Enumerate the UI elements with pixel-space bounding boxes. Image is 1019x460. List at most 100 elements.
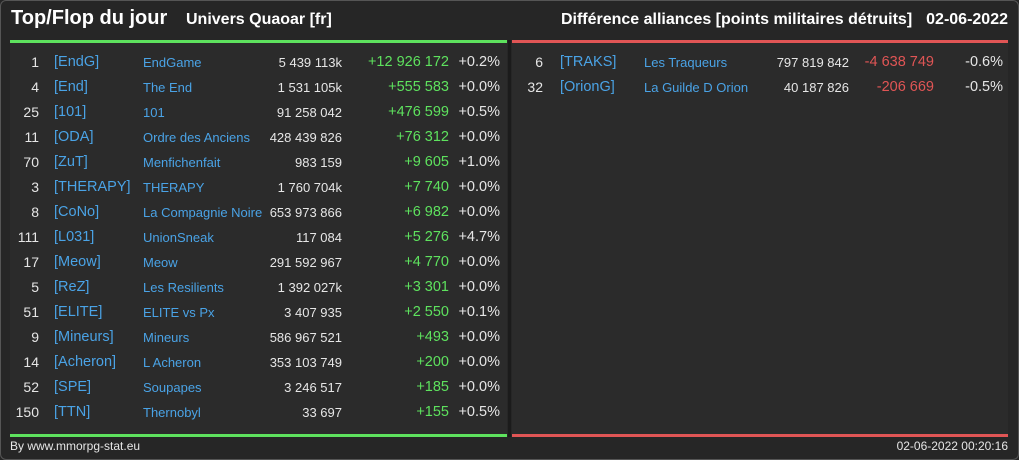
alliance-tag-link[interactable]: [Meow] bbox=[54, 254, 101, 270]
alliance-row: 150 [TTN] Thernobyl 33 697 +155 +0.5% bbox=[10, 400, 507, 425]
alliance-tag-link[interactable]: [SPE] bbox=[54, 379, 92, 395]
universe-label: Univers Quaoar [fr] bbox=[186, 11, 332, 28]
category-label: Différence alliances [points militaires … bbox=[560, 11, 913, 28]
alliance-points: 33 697 bbox=[302, 405, 342, 420]
alliance-rank: 150 bbox=[15, 404, 39, 420]
alliance-row: 17 [Meow] Meow 291 592 967 +4 770 +0.0% bbox=[10, 250, 507, 275]
alliance-name-link[interactable]: La Compagnie Noire bbox=[143, 205, 263, 220]
alliance-rank: 32 bbox=[527, 79, 543, 95]
alliance-rank: 52 bbox=[23, 379, 39, 395]
points-difference: +5 276 bbox=[404, 229, 449, 245]
alliance-name-link[interactable]: EndGame bbox=[143, 55, 202, 70]
alliance-tag-link[interactable]: [TTN] bbox=[54, 404, 91, 420]
alliance-name-link[interactable]: Menfichenfait bbox=[143, 155, 221, 170]
points-difference: +476 599 bbox=[388, 104, 449, 120]
alliance-tag-link[interactable]: [ZuT] bbox=[54, 154, 88, 170]
percent-change: +1.0% bbox=[458, 154, 500, 170]
alliance-points: 983 159 bbox=[295, 155, 342, 170]
alliance-name-link[interactable]: Les Resilients bbox=[143, 280, 224, 295]
alliance-rank: 11 bbox=[24, 129, 39, 145]
alliance-tag-link[interactable]: [CoNo] bbox=[54, 204, 100, 220]
percent-change: +0.5% bbox=[458, 104, 500, 120]
alliance-points: 3 246 517 bbox=[284, 380, 342, 395]
alliance-points: 117 084 bbox=[295, 230, 342, 245]
alliance-name-link[interactable]: UnionSneak bbox=[143, 230, 214, 245]
alliance-rank: 51 bbox=[23, 304, 39, 320]
update-timestamp: 02-06-2022 00:20:16 bbox=[896, 439, 1008, 453]
flop-list: 6 [TRAKS] Les Traqueurs 797 819 842 -4 6… bbox=[512, 50, 1008, 100]
alliance-name-link[interactable]: Soupapes bbox=[143, 380, 202, 395]
points-difference: +6 982 bbox=[404, 204, 449, 220]
alliance-points: 428 439 826 bbox=[269, 130, 342, 145]
points-difference: -206 669 bbox=[876, 79, 934, 95]
alliance-rank: 8 bbox=[31, 204, 39, 220]
percent-change: +0.0% bbox=[458, 329, 500, 345]
alliance-tag-link[interactable]: [THERAPY] bbox=[54, 179, 131, 195]
alliance-rank: 1 bbox=[31, 54, 39, 70]
points-difference: +493 bbox=[416, 329, 449, 345]
alliance-tag-link[interactable]: [ODA] bbox=[54, 129, 94, 145]
alliance-points: 1 531 105k bbox=[277, 80, 342, 95]
alliance-tag-link[interactable]: [Acheron] bbox=[54, 354, 117, 370]
alliance-name-link[interactable]: Meow bbox=[143, 255, 178, 270]
page-title: Top/Flop du jour bbox=[11, 7, 168, 29]
alliance-tag-link[interactable]: [101] bbox=[54, 104, 87, 120]
alliance-tag-link[interactable]: [L031] bbox=[54, 229, 95, 245]
points-difference: +3 301 bbox=[404, 279, 449, 295]
points-difference: +76 312 bbox=[396, 129, 449, 145]
points-difference: +185 bbox=[416, 379, 449, 395]
alliance-row: 5 [ReZ] Les Resilients 1 392 027k +3 301… bbox=[10, 275, 507, 300]
alliance-row: 32 [OrionG] La Guilde D Orion 40 187 826… bbox=[512, 75, 1008, 100]
percent-change: -0.5% bbox=[965, 79, 1003, 95]
percent-change: +0.2% bbox=[458, 54, 500, 70]
alliance-row: 1 [EndG] EndGame 5 439 113k +12 926 172 … bbox=[10, 50, 507, 75]
alliance-tag-link[interactable]: [End] bbox=[54, 79, 88, 95]
alliance-rank: 3 bbox=[31, 179, 39, 195]
alliance-tag-link[interactable]: [TRAKS] bbox=[560, 54, 617, 70]
alliance-row: 11 [ODA] Ordre des Anciens 428 439 826 +… bbox=[10, 125, 507, 150]
alliance-rank: 6 bbox=[535, 54, 543, 70]
alliance-name-link[interactable]: L Acheron bbox=[143, 355, 202, 370]
panel-divider bbox=[508, 40, 511, 437]
header-right: Différence alliances [points militaires … bbox=[561, 11, 1008, 29]
alliance-points: 586 967 521 bbox=[269, 330, 342, 345]
alliance-points: 653 973 866 bbox=[269, 205, 342, 220]
alliance-rank: 5 bbox=[31, 279, 39, 295]
alliance-points: 291 592 967 bbox=[269, 255, 342, 270]
alliance-row: 111 [L031] UnionSneak 117 084 +5 276 +4.… bbox=[10, 225, 507, 250]
percent-change: +0.0% bbox=[458, 254, 500, 270]
alliance-tag-link[interactable]: [ELITE] bbox=[54, 304, 103, 320]
alliance-points: 797 819 842 bbox=[776, 55, 849, 70]
alliance-points: 1 392 027k bbox=[277, 280, 342, 295]
points-difference: +4 770 bbox=[404, 254, 449, 270]
alliance-name-link[interactable]: 101 bbox=[143, 105, 165, 120]
alliance-row: 14 [Acheron] L Acheron 353 103 749 +200 … bbox=[10, 350, 507, 375]
percent-change: +0.0% bbox=[458, 129, 500, 145]
percent-change: +0.5% bbox=[458, 404, 500, 420]
percent-change: +0.0% bbox=[458, 79, 500, 95]
alliance-name-link[interactable]: Les Traqueurs bbox=[644, 55, 728, 70]
alliance-name-link[interactable]: ELITE vs Px bbox=[143, 305, 215, 320]
percent-change: +0.1% bbox=[458, 304, 500, 320]
site-credit[interactable]: By www.mmorpg-stat.eu bbox=[10, 439, 141, 453]
alliance-row: 8 [CoNo] La Compagnie Noire 653 973 866 … bbox=[10, 200, 507, 225]
top-panel: 1 [EndG] EndGame 5 439 113k +12 926 172 … bbox=[10, 40, 507, 437]
points-difference: +155 bbox=[416, 404, 449, 420]
alliance-row: 52 [SPE] Soupapes 3 246 517 +185 +0.0% bbox=[10, 375, 507, 400]
alliance-tag-link[interactable]: [EndG] bbox=[54, 54, 100, 70]
percent-change: +0.0% bbox=[458, 179, 500, 195]
alliance-rank: 25 bbox=[23, 104, 39, 120]
alliance-name-link[interactable]: Mineurs bbox=[143, 330, 190, 345]
alliance-name-link[interactable]: Ordre des Anciens bbox=[143, 130, 250, 145]
alliance-name-link[interactable]: La Guilde D Orion bbox=[644, 80, 749, 95]
alliance-points: 40 187 826 bbox=[783, 80, 849, 95]
percent-change: +0.0% bbox=[458, 354, 500, 370]
points-difference: -4 638 749 bbox=[864, 54, 934, 70]
alliance-tag-link[interactable]: [OrionG] bbox=[560, 79, 615, 95]
alliance-tag-link[interactable]: [Mineurs] bbox=[54, 329, 114, 345]
alliance-name-link[interactable]: Thernobyl bbox=[143, 405, 201, 420]
points-difference: +7 740 bbox=[404, 179, 449, 195]
alliance-name-link[interactable]: THERAPY bbox=[143, 180, 205, 195]
alliance-tag-link[interactable]: [ReZ] bbox=[54, 279, 90, 295]
alliance-name-link[interactable]: The End bbox=[143, 80, 193, 95]
